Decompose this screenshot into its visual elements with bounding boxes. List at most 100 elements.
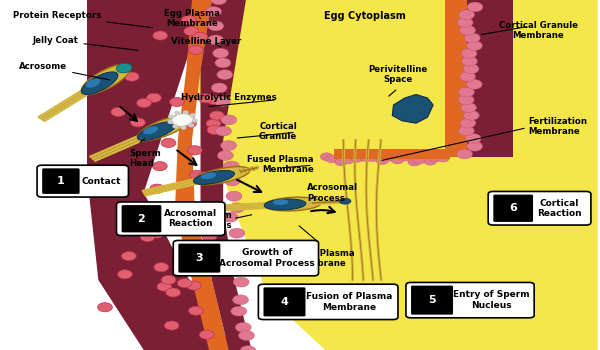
Circle shape [367,154,379,161]
Polygon shape [87,0,235,350]
Text: Fertilization
Membrane: Fertilization Membrane [529,117,587,136]
Circle shape [150,184,164,193]
Circle shape [226,191,242,201]
FancyBboxPatch shape [263,287,305,316]
Circle shape [217,70,233,79]
Circle shape [161,275,176,285]
Ellipse shape [137,121,176,140]
FancyBboxPatch shape [406,282,534,318]
FancyBboxPatch shape [493,195,533,222]
Circle shape [170,97,184,106]
Circle shape [385,153,397,161]
Circle shape [177,279,192,288]
Circle shape [182,15,196,24]
Ellipse shape [265,199,306,210]
FancyBboxPatch shape [488,191,591,225]
Circle shape [146,93,161,102]
Text: Contact: Contact [82,177,121,186]
Text: 1: 1 [57,176,65,186]
FancyBboxPatch shape [411,286,453,315]
Circle shape [229,203,245,213]
Circle shape [131,118,145,127]
Circle shape [98,303,112,312]
Circle shape [213,48,229,58]
Polygon shape [189,0,598,350]
Circle shape [154,262,169,272]
Circle shape [460,118,476,128]
Circle shape [190,114,195,117]
FancyBboxPatch shape [259,284,398,320]
Circle shape [175,112,179,114]
Polygon shape [175,0,229,350]
Circle shape [351,154,364,162]
Circle shape [184,27,199,36]
Ellipse shape [172,113,193,126]
Circle shape [227,267,243,276]
Circle shape [460,72,476,82]
Text: Sperm
Head: Sperm Head [130,149,161,168]
Circle shape [239,331,254,341]
Circle shape [189,124,194,127]
Ellipse shape [81,64,131,94]
Circle shape [457,18,473,27]
FancyBboxPatch shape [42,168,80,194]
Circle shape [233,295,248,305]
Ellipse shape [143,126,158,134]
Circle shape [140,232,155,241]
Circle shape [461,56,478,66]
Ellipse shape [340,198,351,204]
Circle shape [234,254,250,264]
Circle shape [100,70,115,79]
Circle shape [230,241,246,251]
Text: Acrosome: Acrosome [19,62,110,80]
Circle shape [413,156,425,164]
Circle shape [153,31,167,40]
Text: 5: 5 [428,295,436,305]
Ellipse shape [116,63,132,73]
Text: Acrosomal
Process: Acrosomal Process [307,183,358,203]
Ellipse shape [86,79,100,88]
Circle shape [157,282,172,291]
Circle shape [215,58,231,68]
Text: Egg Cytoplasm: Egg Cytoplasm [324,11,406,21]
Circle shape [458,87,475,97]
Text: 3: 3 [196,253,203,263]
Circle shape [464,33,480,43]
Circle shape [224,176,240,186]
Circle shape [164,321,179,330]
Circle shape [211,83,227,93]
Circle shape [429,154,442,162]
Circle shape [466,41,482,51]
Circle shape [184,111,188,114]
Text: Vitelline Layer: Vitelline Layer [171,37,241,46]
Text: Cortical
Reaction: Cortical Reaction [537,198,582,218]
Polygon shape [200,0,251,350]
Circle shape [217,150,233,160]
Circle shape [199,330,214,339]
Circle shape [467,141,482,151]
Text: Entry of Sperm
Nucleus: Entry of Sperm Nucleus [453,290,529,310]
FancyBboxPatch shape [178,244,220,273]
Circle shape [188,306,203,315]
Ellipse shape [265,197,322,211]
Circle shape [208,21,224,31]
Circle shape [457,149,472,159]
Text: Jelly Coat: Jelly Coat [32,36,138,50]
Circle shape [240,346,256,350]
Circle shape [460,25,475,35]
Text: Hydrolytic Enzymes: Hydrolytic Enzymes [181,93,277,103]
Circle shape [206,95,221,104]
Circle shape [209,111,224,120]
Polygon shape [445,0,467,158]
Circle shape [467,2,483,12]
Circle shape [168,120,173,123]
Text: Fused Plasma
Membrane: Fused Plasma Membrane [247,155,314,174]
Circle shape [121,252,136,261]
Text: Egg Plasma
Membrane: Egg Plasma Membrane [164,9,220,28]
Ellipse shape [194,167,250,185]
Circle shape [152,212,167,221]
Circle shape [458,126,474,136]
Ellipse shape [194,170,235,184]
Circle shape [197,172,212,181]
Circle shape [214,97,230,106]
